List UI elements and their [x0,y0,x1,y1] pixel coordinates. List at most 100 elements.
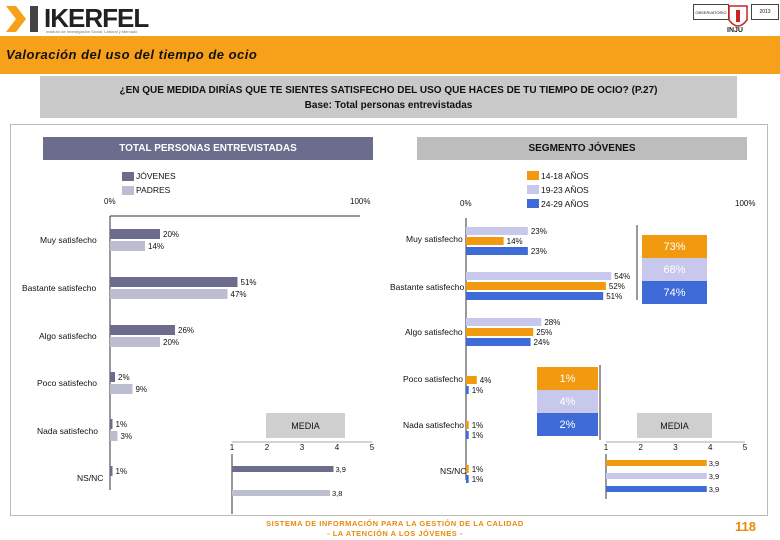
footer-line-1: SISTEMA DE INFORMACIÓN PARA LA GESTIÓN D… [266,519,524,528]
right-media-bar [606,473,707,479]
left-bar-jóvenes [110,372,115,382]
right-bar-14-18-años [466,465,469,473]
right-bar-14-18-años [466,237,504,245]
left-panel-header: TOTAL PERSONAS ENTREVISTADAS [43,137,373,160]
left-bar-jóvenes [110,419,113,429]
left-axis-min: 0% [104,197,116,206]
right-bar-19-23-años [466,227,528,235]
right-media-tick-label: 3 [673,443,678,452]
left-data-label: 1% [116,420,128,429]
left-bar-padres [110,289,228,299]
left-data-label: 9% [136,385,148,394]
left-media-tick-label: 3 [300,443,305,452]
right-axis-max: 100% [735,199,756,208]
right-data-label: 23% [531,227,547,236]
question-box: ¿EN QUE MEDIDA DIRÍAS QUE TE SIENTES SAT… [40,76,737,118]
inju-logo-text: INJU [727,27,743,34]
unsatisfied-total-19-23: 4% [537,390,598,413]
right-bar-24-29-años [466,338,531,346]
right-media-value-label: 3,9 [709,459,719,468]
right-bar-14-18-años [466,421,469,429]
left-bar-jóvenes [110,229,160,239]
right-media-bar [606,486,707,492]
right-category-label: Nada satisfecho [403,420,464,430]
ikerfel-chevron-icon [6,6,38,32]
left-data-label: 1% [116,467,128,476]
left-media-value-label: 3,8 [332,489,342,498]
legend-swatch-24-29 [527,199,539,208]
left-category-label: Nada satisfecho [37,426,98,436]
legend-swatch-padres [122,186,134,195]
right-bar-14-18-años [466,282,606,290]
left-bar-jóvenes [110,325,175,335]
left-data-label: 47% [231,290,247,299]
right-bar-24-29-años [466,247,528,255]
title-band: Valoración del uso del tiempo de ocio [0,36,780,74]
left-bar-padres [110,431,118,441]
right-data-label: 4% [480,376,492,385]
legend-swatch-19-23 [527,185,539,194]
right-media-tick-label: 2 [639,443,644,452]
right-bar-24-29-años [466,431,469,439]
left-media-tick-label: 2 [265,443,270,452]
left-category-label: Algo satisfecho [39,331,97,341]
right-category-label: Algo satisfecho [405,327,463,337]
right-category-label: Muy satisfecho [406,234,463,244]
right-data-label: 51% [606,292,622,301]
right-panel-header: SEGMENTO JÓVENES [417,137,747,160]
left-bar-padres [110,337,160,347]
left-category-label: Muy satisfecho [40,235,97,245]
unsatisfied-total-24-29: 2% [537,413,598,436]
question-base: Base: Total personas entrevistadas [304,100,473,111]
legend-label-padres: PADRES [136,185,171,195]
right-data-label: 1% [472,465,484,474]
right-data-label: 1% [472,421,484,430]
legend-label-14-18: 14-18 AÑOS [541,171,589,181]
right-data-label: 25% [536,328,552,337]
right-bar-24-29-años [466,292,604,300]
right-media-tick-label: 1 [604,443,609,452]
right-data-label: 23% [531,247,547,256]
legend-swatch-14-18 [527,171,539,180]
footer: SISTEMA DE INFORMACIÓN PARA LA GESTIÓN D… [230,519,560,539]
right-media-tick-label: 4 [708,443,713,452]
satisfied-total-14-18: 73% [642,235,707,258]
right-data-label: 24% [534,338,550,347]
left-media-tick-label: 4 [335,443,340,452]
left-media-tick-label: 1 [230,443,235,452]
right-category-label: NS/NC [440,466,467,476]
left-data-label: 20% [163,338,179,347]
right-media-value-label: 3,9 [709,472,719,481]
shield-icon [728,5,748,27]
right-bar-24-29-años [466,475,469,483]
left-axis-max: 100% [350,197,371,206]
right-media-title: MEDIA [637,413,712,438]
left-media-value-label: 3,9 [336,465,346,474]
left-data-label: 51% [241,278,257,287]
legend-label-19-23: 19-23 AÑOS [541,185,589,195]
unsatisfied-total-14-18: 1% [537,367,598,390]
left-data-label: 14% [148,242,164,251]
year-logo: 2013 [751,4,779,20]
right-bar-19-23-años [466,318,542,326]
right-media-bar [606,460,707,466]
legend-swatch-jovenes [122,172,134,181]
left-category-label: Bastante satisfecho [22,283,97,293]
left-media-title: MEDIA [266,413,345,438]
right-data-label: 1% [472,431,484,440]
right-data-label: 28% [544,318,560,327]
legend-label-jovenes: JÓVENES [136,171,176,181]
right-category-label: Poco satisfecho [403,374,464,384]
right-axis-min: 0% [460,199,472,208]
left-bar-jóvenes [110,277,238,287]
right-media-value-label: 3,9 [709,485,719,494]
chart-frame [10,124,768,516]
right-data-label: 54% [614,272,630,281]
page-number: 118 [735,519,756,534]
right-data-label: 1% [472,475,484,484]
right-bar-14-18-años [466,328,534,336]
left-bar-padres [110,241,145,251]
right-bar-19-23-años [466,272,612,280]
right-category-label: Bastante satisfecho [390,282,465,292]
left-category-label: Poco satisfecho [37,378,98,388]
